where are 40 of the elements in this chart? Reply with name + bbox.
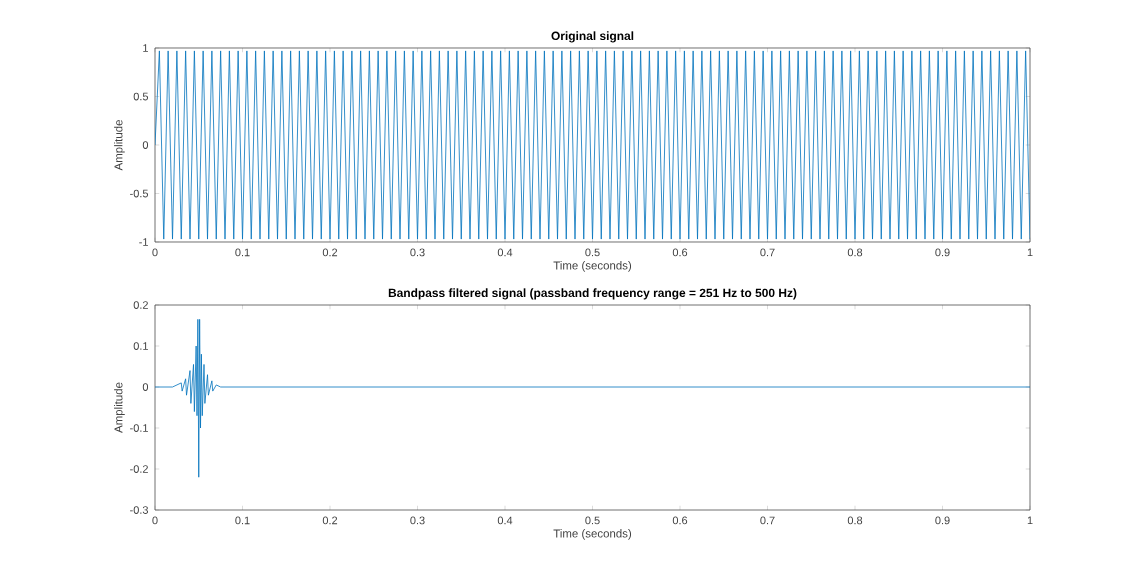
x-tick-label: 0.8 <box>847 516 863 525</box>
x-tick-label: 0.5 <box>585 516 600 525</box>
x-tick-label: 0.6 <box>672 516 688 525</box>
x-tick-label: 0.7 <box>760 516 775 525</box>
y-tick-label: -0.1 <box>130 424 148 432</box>
x-tick-label: 0.5 <box>585 248 600 257</box>
x-tick-label: 0.9 <box>935 248 950 257</box>
x-tick-label: 0.1 <box>235 248 250 257</box>
y-tick-label: 1 <box>143 44 148 52</box>
x-axis-title: Time (seconds) <box>553 261 632 272</box>
x-tick-label: 0.3 <box>410 248 425 257</box>
y-tick-label: -0.2 <box>130 465 148 473</box>
y-tick-label: 0 <box>142 383 149 391</box>
x-tick-label: 0.8 <box>847 248 863 257</box>
x-tick-label: 0.9 <box>935 516 950 525</box>
x-tick-label: 0.4 <box>497 248 513 257</box>
x-tick-label: 0.6 <box>672 248 688 257</box>
chart-title: Bandpass filtered signal (passband frequency range = 251 Hz to 500 Hz) <box>388 288 797 300</box>
y-tick-label: 0.2 <box>133 301 148 309</box>
y-tick-label: 0.1 <box>133 342 148 350</box>
y-tick-label: -1 <box>139 238 148 246</box>
x-tick-label: 0.7 <box>760 248 775 257</box>
x-tick-label: 0.2 <box>322 248 338 257</box>
x-tick-label: 0.1 <box>235 516 250 525</box>
y-axis-title: Amplitude <box>114 120 125 171</box>
x-tick-label: 0 <box>152 248 158 257</box>
x-tick-label: 1 <box>1027 248 1033 257</box>
x-tick-label: 0.4 <box>497 516 513 525</box>
x-tick-label: 0.3 <box>410 516 425 525</box>
x-tick-label: 1 <box>1027 516 1033 525</box>
x-tick-label: 0 <box>152 516 158 525</box>
y-tick-label: 0.5 <box>133 92 149 101</box>
x-axis-title: Time (seconds) <box>553 529 632 540</box>
chart-title: Original signal <box>551 31 634 43</box>
line-series <box>155 318 1031 478</box>
y-tick-label: 0 <box>142 141 149 149</box>
y-axis-title: Amplitude <box>114 382 125 433</box>
x-tick-label: 0.2 <box>322 516 338 525</box>
y-tick-label: -0.5 <box>130 189 149 198</box>
y-tick-label: -0.3 <box>130 506 148 514</box>
